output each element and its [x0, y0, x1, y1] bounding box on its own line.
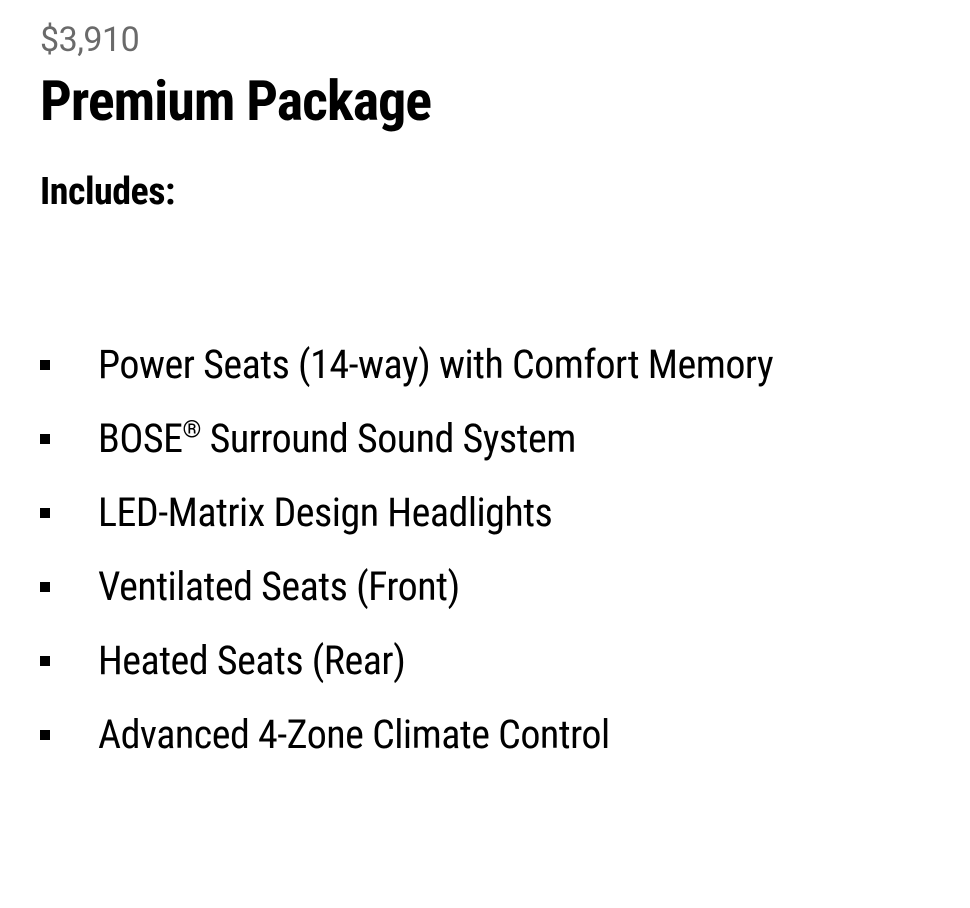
includes-label: Includes: [40, 170, 930, 214]
list-item: BOSE® Surround Sound System [40, 408, 930, 470]
list-item: Advanced 4-Zone Climate Control [40, 704, 930, 766]
package-price: $3,910 [40, 20, 930, 60]
list-item: Ventilated Seats (Front) [40, 556, 930, 618]
features-list: Power Seats (14-way) with Comfort Memory… [40, 334, 930, 766]
list-item: Heated Seats (Rear) [40, 630, 930, 692]
package-title: Premium Package [40, 68, 930, 134]
list-item: LED-Matrix Design Headlights [40, 482, 930, 544]
list-item: Power Seats (14-way) with Comfort Memory [40, 334, 930, 396]
